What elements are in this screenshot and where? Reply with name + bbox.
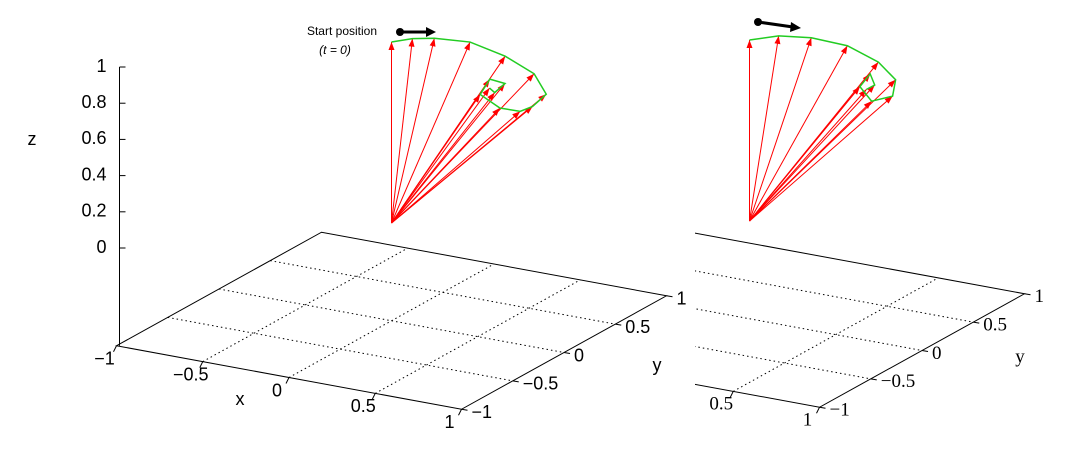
x-tick (285, 377, 290, 384)
y-tick-label: 0 (932, 343, 942, 364)
y-tick (461, 408, 468, 411)
vector-head (805, 37, 812, 47)
y-tick (870, 378, 877, 381)
y-tick-label: 0.5 (983, 314, 1007, 335)
z-tick-label: 0 (96, 237, 106, 257)
annotation: Start position (307, 24, 377, 38)
y-tick-label: −0.5 (523, 374, 559, 394)
panel-left: −1 −0.5 0 0.5 1 −1 −0.5 0 0.5 1 0 0.2 0.4 0.6 0.8 1 x y z (28, 37, 687, 432)
z-tick-label: 0.8 (81, 92, 106, 112)
start-arrowhead (426, 27, 436, 37)
y-tick (1024, 293, 1031, 296)
vector-head (863, 101, 872, 109)
vector (749, 35, 780, 222)
vector (749, 84, 876, 222)
vector (749, 95, 893, 222)
vector (749, 100, 872, 222)
trajectory (391, 37, 548, 113)
start-arrowhead (790, 22, 801, 32)
y-tick-label: 1 (677, 289, 687, 309)
x-tick (199, 361, 204, 368)
y-tick (563, 352, 571, 354)
vector (391, 38, 435, 224)
vector (749, 45, 848, 222)
vector (391, 106, 533, 224)
x-tick-label: 1 (803, 410, 813, 431)
x-tick-label: −0.5 (173, 364, 209, 384)
trajectory (749, 35, 897, 103)
annotation-sub: (t = 0) (319, 43, 351, 57)
x-tick-label: −1 (94, 349, 115, 369)
z-tick-label: 0.4 (81, 164, 106, 184)
x-tick (458, 409, 462, 416)
vector (391, 110, 521, 224)
y-tick-label: 1 (1035, 286, 1045, 307)
z-tick-label: 0.2 (81, 201, 106, 221)
vector-head (429, 38, 436, 47)
vector-head (487, 92, 495, 101)
y-tick (819, 406, 826, 409)
vector-head (408, 38, 415, 47)
vector-head (840, 45, 848, 55)
y-tick (666, 295, 673, 298)
vector-head (774, 35, 781, 45)
y-tick (921, 350, 929, 352)
x-tick-label: 0.5 (709, 394, 733, 415)
x-tick (371, 393, 376, 400)
vector-head (492, 108, 500, 116)
start-arrow (757, 20, 794, 29)
vector (749, 73, 871, 222)
vector-head (524, 106, 533, 114)
x-tick-label: 0.5 (351, 396, 376, 416)
vector-head (884, 96, 893, 104)
vector-head (464, 42, 471, 51)
grid-line (733, 277, 939, 392)
y-tick (512, 380, 519, 383)
grid-line (375, 279, 581, 394)
z-axis-title: z (28, 129, 37, 149)
grid-line (202, 247, 408, 363)
vector-head (867, 85, 875, 93)
vector-head (498, 56, 506, 65)
vector (749, 37, 812, 222)
vector (391, 107, 501, 224)
x-axis-title: x (236, 389, 245, 409)
vector (391, 87, 490, 224)
y-tick (973, 321, 980, 324)
vector (749, 89, 867, 222)
y-axis-title: y (653, 355, 662, 375)
x-tick-label: 1 (444, 412, 454, 432)
vector (391, 78, 491, 224)
x-tick-label: 0 (272, 380, 282, 400)
vector-head (526, 73, 535, 82)
y-tick-label: −1 (472, 402, 493, 422)
y-tick-label: 0 (574, 345, 584, 365)
z-tick-label: 1 (96, 56, 106, 76)
x-tick (729, 391, 734, 398)
vector-head (512, 111, 521, 119)
vector-head (482, 88, 490, 97)
y-tick-label: 0.5 (625, 317, 650, 337)
vector (391, 38, 413, 224)
panel-right: 0.5 1 −1 −0.5 0 0.5 1 y (695, 35, 1045, 431)
x-tick (816, 407, 820, 414)
vector-head (746, 40, 753, 49)
vector-head (871, 62, 879, 71)
vector (391, 92, 496, 224)
x-tick (113, 345, 117, 352)
grid-line (288, 263, 495, 378)
start-annotation: Start position (t = 0) (307, 18, 801, 57)
y-tick-label: −0.5 (881, 371, 915, 392)
y-axis-title: y (1015, 346, 1025, 367)
y-tick-label: −1 (830, 400, 850, 421)
vector (391, 41, 471, 224)
z-tick-label: 0.6 (81, 128, 106, 148)
vector-head (887, 79, 896, 88)
y-tick (615, 323, 622, 326)
vector-head (388, 42, 395, 51)
